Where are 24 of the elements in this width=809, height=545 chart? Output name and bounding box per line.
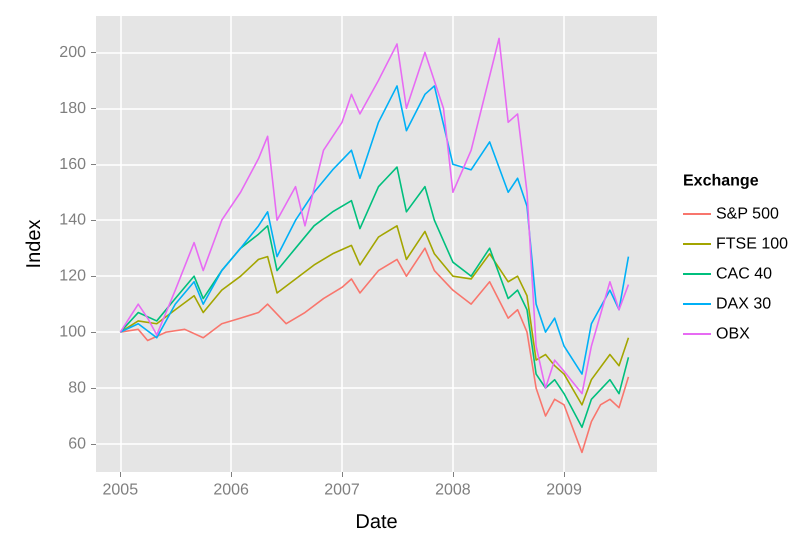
x-tick-label: 2009 (546, 482, 582, 498)
line-series (120, 85, 630, 375)
x-tick-label: 2008 (435, 482, 471, 498)
y-tick-label: 180 (59, 100, 86, 117)
legend-label: OBX (716, 326, 750, 342)
x-axis-title: Date (355, 511, 398, 533)
x-tick-label: 2005 (102, 482, 138, 498)
x-tick-label: 2007 (324, 482, 360, 498)
y-axis-title: Index (23, 220, 45, 268)
legend-label: CAC 40 (716, 266, 772, 282)
legend-label: DAX 30 (716, 296, 772, 312)
legend-title: Exchange (683, 172, 759, 190)
y-tick-label: 100 (59, 324, 86, 341)
y-tick-label: 60 (68, 436, 86, 453)
y-tick-label: 120 (59, 268, 86, 285)
x-tick-label: 2006 (213, 482, 250, 498)
line-series (120, 247, 630, 454)
legend-label: S&P 500 (716, 206, 779, 222)
y-tick-label: 140 (59, 212, 86, 229)
y-tick-label: 80 (68, 380, 86, 397)
line-series (120, 38, 630, 394)
y-tick-label: 200 (59, 44, 86, 61)
legend-label: FTSE 100 (716, 236, 788, 252)
y-tick-label: 160 (59, 156, 86, 173)
